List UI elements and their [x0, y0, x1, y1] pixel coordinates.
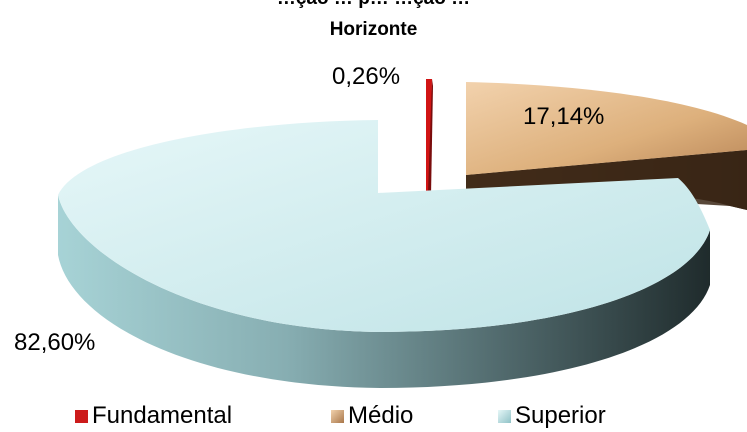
chart-title-line2: Horizonte	[329, 19, 418, 40]
legend-swatch-fundamental	[75, 409, 88, 423]
label-medio: 17,14%	[523, 103, 604, 130]
legend-item-superior: Superior	[498, 402, 606, 430]
slice-medio-top	[466, 82, 747, 175]
legend-item-fundamental: Fundamental	[75, 402, 232, 430]
slice-superior-side	[58, 195, 710, 388]
label-fundamental: 0,26%	[332, 63, 400, 90]
legend-label-superior: Superior	[515, 402, 606, 429]
legend-item-medio: Médio	[331, 402, 413, 430]
chart-title-line1: …ção … p… …ção …	[0, 0, 747, 10]
legend: Fundamental Médio Superior	[0, 402, 747, 432]
slice-fundamental-side	[428, 79, 433, 196]
slice-superior-top	[58, 120, 710, 332]
slice-fundamental	[426, 79, 433, 196]
legend-swatch-superior	[498, 409, 511, 423]
legend-swatch-medio	[331, 409, 344, 423]
slice-superior	[58, 120, 710, 388]
legend-label-medio: Médio	[348, 402, 414, 429]
label-superior: 82,60%	[14, 329, 95, 356]
legend-label-fundamental: Fundamental	[92, 402, 233, 429]
